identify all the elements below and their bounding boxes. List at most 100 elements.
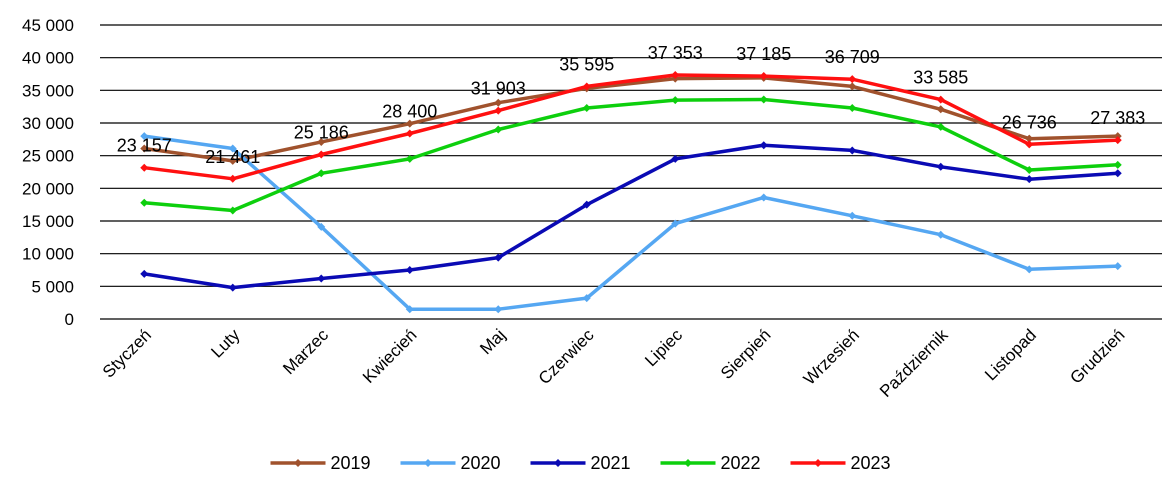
y-tick-label: 0 <box>65 310 74 329</box>
data-point <box>140 198 149 207</box>
data-point <box>848 103 857 112</box>
data-point <box>405 266 414 274</box>
y-tick-label: 20 000 <box>22 179 74 198</box>
data-point <box>671 219 680 228</box>
series-line <box>144 134 1118 311</box>
data-point <box>1025 134 1034 143</box>
legend-marker <box>684 459 692 467</box>
gridlines <box>100 24 1162 320</box>
data-point <box>1113 136 1122 145</box>
data-point <box>317 222 326 231</box>
data-point <box>317 150 326 159</box>
data-point <box>936 230 945 239</box>
data-point <box>494 305 503 314</box>
y-tick-label: 15 000 <box>22 212 74 231</box>
data-point <box>494 125 503 134</box>
data-point <box>671 96 680 105</box>
y-tick-label: 30 000 <box>22 114 74 133</box>
data-labels: 23 157 21 461 25 186 28 400 31 903 35 595 37 3… <box>117 43 1146 167</box>
data-label: 33 585 <box>913 68 968 88</box>
x-tick-label: Listopad <box>981 325 1040 384</box>
data-point <box>759 72 768 81</box>
x-tick-label: Grudzień <box>1066 325 1128 387</box>
data-point <box>317 169 326 178</box>
data-point <box>494 98 503 107</box>
x-tick-label: Marzec <box>279 325 332 378</box>
legend-marker <box>424 459 432 467</box>
data-point <box>582 103 591 112</box>
series-2019 <box>140 73 1122 165</box>
y-tick-label: 40 000 <box>22 49 74 68</box>
data-point <box>582 82 591 91</box>
data-point <box>848 75 857 84</box>
y-tick-label: 25 000 <box>22 147 74 166</box>
data-point <box>759 141 768 150</box>
legend-label: 2020 <box>461 453 501 473</box>
data-point <box>405 119 414 128</box>
data-label: 25 186 <box>294 122 349 142</box>
x-tick-label: Styczeń <box>99 325 155 381</box>
y-tick-label: 5 000 <box>31 277 74 296</box>
x-tick-label: Wrzesień <box>800 325 863 388</box>
series-line <box>144 76 1118 163</box>
data-point <box>228 174 237 183</box>
data-label: 31 903 <box>471 79 526 99</box>
data-point <box>140 163 149 172</box>
data-point <box>936 122 945 131</box>
data-point <box>936 162 945 171</box>
data-point <box>759 95 768 104</box>
data-label: 21 461 <box>205 147 260 167</box>
data-point <box>848 146 857 155</box>
data-point <box>1025 175 1034 184</box>
x-tick-label: Październik <box>876 325 952 401</box>
legend-item-2023: 2023 <box>790 453 891 473</box>
data-label: 35 595 <box>559 54 614 74</box>
legend-label: 2019 <box>331 453 371 473</box>
data-point <box>1025 166 1034 175</box>
data-point <box>140 132 149 141</box>
y-tick-label: 35 000 <box>22 81 74 100</box>
x-tick-label: Maj <box>476 325 509 358</box>
data-point <box>228 144 237 153</box>
legend-label: 2023 <box>851 453 891 473</box>
legend-marker <box>814 459 822 467</box>
data-label: 28 400 <box>382 101 437 121</box>
data-point <box>405 129 414 138</box>
data-label: 37 353 <box>648 43 703 63</box>
data-label: 27 383 <box>1090 108 1145 128</box>
legend-item-2021: 2021 <box>530 453 631 473</box>
data-point <box>140 144 149 153</box>
data-point <box>228 206 237 215</box>
data-label: 36 709 <box>825 47 880 67</box>
legend-marker <box>294 459 302 467</box>
legend-label: 2022 <box>721 453 761 473</box>
x-tick-label: Luty <box>207 325 244 362</box>
x-tick-label: Czerwiec <box>535 325 598 388</box>
data-point <box>1113 262 1122 271</box>
series-2021 <box>140 141 1122 292</box>
data-point <box>848 82 857 91</box>
data-point <box>936 105 945 114</box>
data-point <box>317 137 326 146</box>
data-point <box>1025 140 1034 149</box>
series-lines <box>140 70 1122 314</box>
data-point <box>405 305 414 314</box>
data-point <box>1025 265 1034 274</box>
series-line <box>144 143 1118 290</box>
data-point <box>228 283 237 292</box>
data-label: 23 157 <box>117 136 172 156</box>
legend-item-2022: 2022 <box>660 453 761 473</box>
legend: 2019 2020 2021 2022 2023 <box>270 453 891 473</box>
data-point <box>582 294 591 303</box>
data-point <box>1113 169 1122 178</box>
data-point <box>494 253 503 262</box>
data-point <box>405 154 414 163</box>
series-2022 <box>140 95 1122 215</box>
data-point <box>936 95 945 104</box>
data-point <box>671 70 680 79</box>
data-label: 37 185 <box>736 44 791 64</box>
legend-item-2020: 2020 <box>400 453 501 473</box>
data-point <box>582 200 591 209</box>
data-label: 26 736 <box>1002 112 1057 132</box>
